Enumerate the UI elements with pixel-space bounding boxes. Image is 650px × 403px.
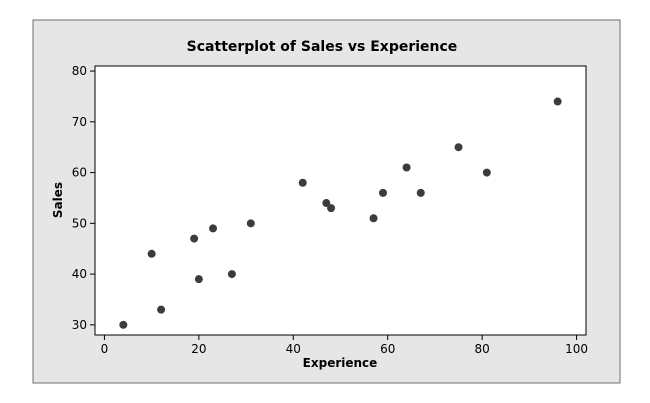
- data-point: [416, 188, 425, 197]
- x-tick-label: 40: [286, 342, 301, 356]
- data-point: [327, 204, 336, 213]
- data-point: [454, 143, 463, 152]
- data-point: [322, 199, 331, 208]
- y-axis: 30 40 50 60 70 80: [72, 64, 95, 332]
- y-tick-label: 40: [72, 267, 87, 281]
- chart-title: Scatterplot of Sales vs Experience: [187, 39, 458, 55]
- y-tick-label: 80: [72, 64, 87, 78]
- data-point: [194, 275, 203, 284]
- data-point: [209, 224, 218, 233]
- y-tick-label: 50: [72, 216, 87, 230]
- data-point: [378, 188, 387, 197]
- x-axis: 0 20 40 60 80 100: [101, 335, 588, 356]
- y-axis-label: Sales: [51, 182, 65, 218]
- data-point: [553, 97, 562, 106]
- data-point: [369, 214, 378, 223]
- data-point: [227, 270, 236, 279]
- data-point: [402, 163, 411, 172]
- y-tick-label: 60: [72, 166, 87, 180]
- y-tick-label: 70: [72, 115, 87, 129]
- x-tick-label: 0: [101, 342, 109, 356]
- plot-area: [94, 65, 587, 336]
- data-point: [482, 168, 491, 177]
- data-points: [119, 97, 562, 329]
- data-point: [119, 320, 128, 329]
- x-tick-label: 80: [474, 342, 489, 356]
- data-point: [190, 234, 199, 243]
- data-point: [246, 219, 255, 228]
- x-tick-label: 20: [191, 342, 206, 356]
- y-tick-label: 30: [72, 318, 87, 332]
- x-tick-label: 100: [565, 342, 588, 356]
- x-axis-label: Experience: [303, 356, 378, 370]
- data-point: [147, 249, 156, 258]
- x-tick-label: 60: [380, 342, 395, 356]
- data-point: [298, 178, 307, 187]
- data-point: [157, 305, 166, 314]
